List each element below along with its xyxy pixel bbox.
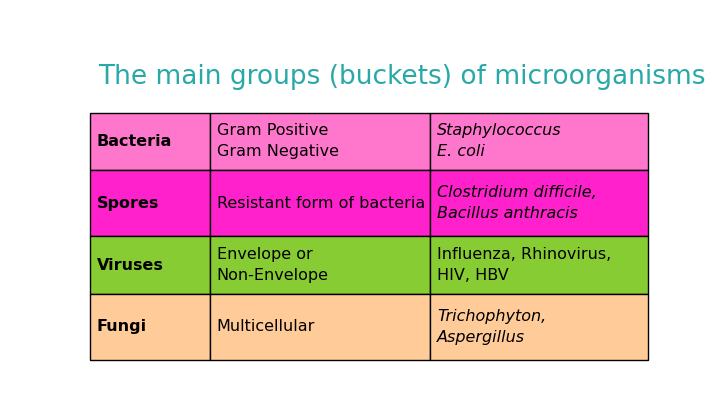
Text: Viruses: Viruses bbox=[96, 258, 163, 273]
Text: The main groups (buckets) of microorganisms: The main groups (buckets) of microorgani… bbox=[99, 64, 706, 90]
FancyBboxPatch shape bbox=[90, 170, 210, 237]
Text: Resistant form of bacteria: Resistant form of bacteria bbox=[217, 196, 425, 211]
FancyBboxPatch shape bbox=[431, 294, 648, 360]
FancyBboxPatch shape bbox=[90, 237, 210, 294]
FancyBboxPatch shape bbox=[90, 294, 210, 360]
FancyBboxPatch shape bbox=[90, 113, 210, 170]
Text: Spores: Spores bbox=[96, 196, 159, 211]
Text: Trichophyton,
Aspergillus: Trichophyton, Aspergillus bbox=[437, 309, 546, 345]
Text: Influenza, Rhinovirus,
HIV, HBV: Influenza, Rhinovirus, HIV, HBV bbox=[437, 247, 611, 283]
FancyBboxPatch shape bbox=[210, 237, 431, 294]
Text: Multicellular: Multicellular bbox=[217, 320, 315, 335]
FancyBboxPatch shape bbox=[431, 113, 648, 170]
Text: Envelope or
Non-Envelope: Envelope or Non-Envelope bbox=[217, 247, 328, 283]
Text: Staphylococcus
E. coli: Staphylococcus E. coli bbox=[437, 123, 562, 159]
FancyBboxPatch shape bbox=[431, 237, 648, 294]
FancyBboxPatch shape bbox=[210, 170, 431, 237]
Text: Bacteria: Bacteria bbox=[96, 134, 172, 149]
Text: Fungi: Fungi bbox=[96, 320, 147, 335]
Text: Gram Positive
Gram Negative: Gram Positive Gram Negative bbox=[217, 123, 338, 159]
FancyBboxPatch shape bbox=[210, 294, 431, 360]
Text: Clostridium difficile,
Bacillus anthracis: Clostridium difficile, Bacillus anthraci… bbox=[437, 185, 597, 221]
FancyBboxPatch shape bbox=[431, 170, 648, 237]
FancyBboxPatch shape bbox=[210, 113, 431, 170]
